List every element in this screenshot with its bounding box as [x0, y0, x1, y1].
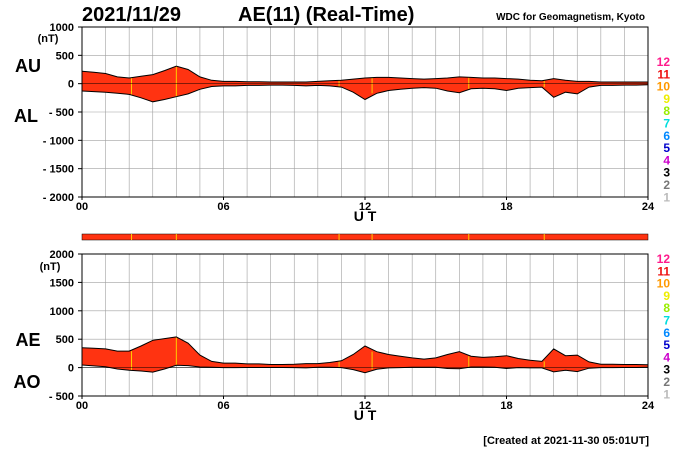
station-level-label: 3 — [663, 363, 670, 377]
y-tick-label: 0 — [68, 363, 74, 375]
x-tick-label: 12 — [359, 400, 371, 412]
station-level-label: 9 — [663, 289, 670, 303]
ae-ao-area — [81, 336, 649, 374]
plot-frame — [81, 253, 649, 397]
y-tick-label: 1000 — [50, 22, 74, 34]
y-tick-label: 0 — [68, 79, 74, 91]
station-level-label: 4 — [663, 350, 670, 364]
x-tick-label: 12 — [359, 201, 371, 213]
y-tick-label: 2000 — [50, 249, 74, 261]
y-tick-label: - 2000 — [43, 192, 74, 204]
al-label: AL — [14, 106, 38, 126]
x-tick-label: 00 — [76, 201, 88, 213]
station-level-label: 6 — [663, 129, 670, 143]
x-axis-label: U T — [354, 208, 377, 224]
band-fill — [82, 336, 648, 373]
station-level-label: 12 — [657, 252, 671, 266]
station-level-label: 11 — [657, 67, 670, 81]
x-axis-label: U T — [354, 407, 377, 423]
panel-ae-ao: 2000 1500 1000 500 0 - 500 00 06 12 18 24 (nT) AE… — [14, 249, 655, 423]
station-level-label: 4 — [663, 153, 670, 167]
x-tick-label: 24 — [642, 400, 655, 412]
station-level-label: 6 — [663, 326, 670, 340]
au-al-area — [81, 65, 649, 103]
station-level-label: 3 — [663, 166, 670, 180]
y-tick-label: - 500 — [49, 391, 74, 403]
x-tick-label: 06 — [217, 201, 229, 213]
y-axis-ticks: 2000 1500 1000 500 0 - 500 — [49, 249, 82, 403]
station-level-label: 10 — [657, 80, 671, 94]
x-tick-label: 18 — [500, 400, 512, 412]
date-title: 2021/11/29 — [82, 4, 181, 26]
x-tick-label: 24 — [642, 201, 655, 213]
station-level-label: 2 — [663, 375, 670, 389]
created-timestamp: [Created at 2021-11-30 05:01UT] — [483, 435, 649, 447]
strip-bar — [81, 233, 649, 241]
band-fill — [82, 66, 648, 102]
station-level-label: 10 — [657, 277, 671, 291]
ae-label: AE — [15, 330, 40, 350]
au-label: AU — [15, 56, 41, 76]
station-count-strip — [81, 233, 649, 241]
ae-series-line — [81, 336, 649, 366]
station-level-label: 1 — [663, 190, 670, 204]
station-level-label: 1 — [663, 387, 670, 401]
station-level-label: 7 — [663, 117, 670, 131]
y-axis-ticks: 1000 500 0 - 500 - 1000 - 1500 - 2000 — [43, 22, 82, 204]
station-level-label: 12 — [657, 55, 671, 69]
station-level-label: 8 — [663, 104, 670, 118]
unit-label: (nT) — [38, 33, 59, 45]
grid — [82, 254, 648, 396]
station-level-label: 9 — [663, 92, 670, 106]
station-level-label: 7 — [663, 314, 670, 328]
station-level-label: 2 — [663, 178, 670, 192]
y-tick-label: 1000 — [50, 306, 74, 318]
chart-title: AE(11) (Real-Time) — [238, 4, 414, 26]
x-axis-ticks: 00 06 12 18 24 — [76, 197, 655, 213]
station-level-label: 5 — [663, 338, 670, 352]
station-level-label: 5 — [663, 141, 670, 155]
y-tick-label: 500 — [56, 50, 74, 62]
unit-label: (nT) — [40, 261, 61, 273]
y-tick-label: - 1500 — [43, 164, 74, 176]
ao-label: AO — [14, 372, 41, 392]
au-series-line — [81, 65, 648, 83]
y-tick-label: - 1000 — [43, 135, 74, 147]
plot-frame — [81, 26, 649, 198]
panel-au-al: 1000 500 0 - 500 - 1000 - 1500 - 2000 00 06 12 18… — [14, 22, 655, 224]
x-tick-label: 18 — [500, 201, 512, 213]
y-tick-label: 500 — [56, 334, 74, 346]
x-tick-label: 00 — [76, 400, 88, 412]
x-axis-ticks: 00 06 12 18 24 — [76, 396, 655, 412]
ao-series-line — [81, 364, 649, 374]
source-label: WDC for Geomagnetism, Kyoto — [496, 12, 645, 23]
station-level-label: 8 — [663, 301, 670, 315]
station-level-label: 11 — [657, 264, 670, 278]
al-series-line — [81, 84, 649, 103]
y-tick-label: - 500 — [49, 107, 74, 119]
y-tick-label: 1500 — [50, 277, 74, 289]
grid — [82, 27, 648, 197]
x-tick-label: 06 — [217, 400, 229, 412]
